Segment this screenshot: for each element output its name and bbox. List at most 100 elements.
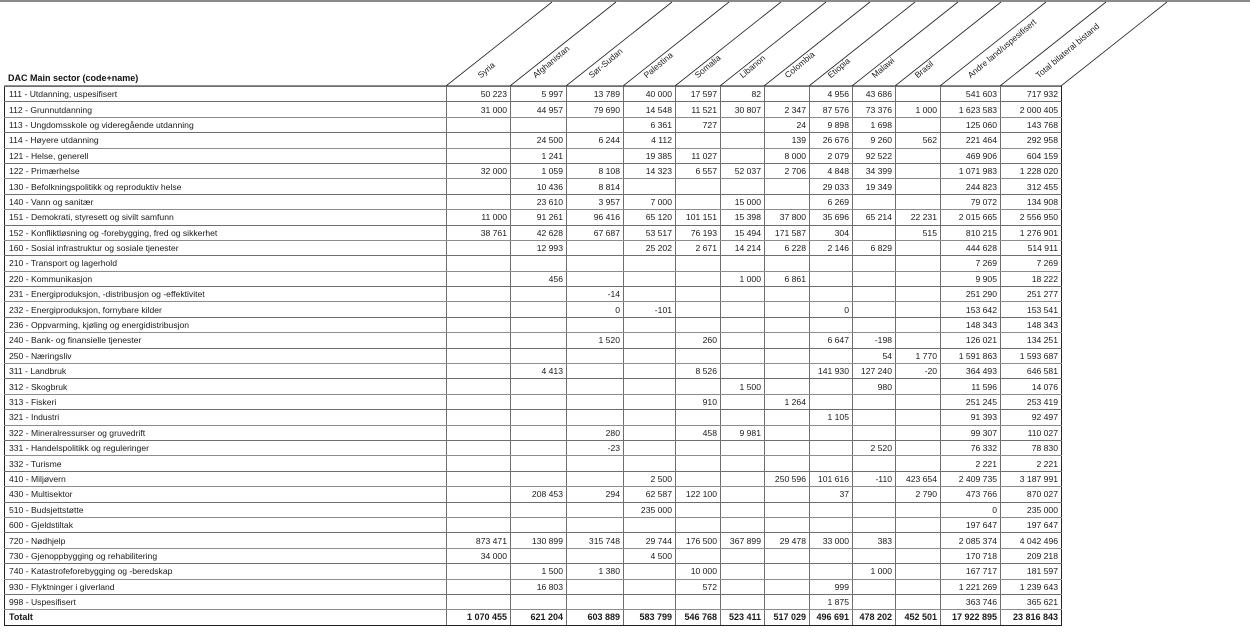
value-cell: 367 899 — [720, 532, 765, 549]
sector-label: 332 - Turisme — [4, 455, 447, 472]
value-cell: 1 000 — [852, 563, 896, 580]
value-cell: 458 — [675, 424, 721, 441]
value-cell: 92 497 — [1000, 409, 1062, 426]
value-cell: 1 591 863 — [940, 347, 1001, 365]
value-cell — [510, 424, 567, 441]
value-cell: 34 399 — [852, 162, 896, 180]
value-cell: 4 956 — [809, 85, 853, 103]
value-cell — [720, 347, 765, 365]
value-cell: 23 610 — [510, 193, 567, 211]
value-cell — [566, 147, 624, 164]
value-cell: 4 500 — [623, 547, 676, 565]
sector-label: 250 - Næringsliv — [4, 347, 447, 365]
value-cell — [675, 470, 721, 488]
value-cell: 1 071 983 — [940, 162, 1001, 180]
value-cell — [675, 270, 721, 288]
value-cell — [720, 255, 765, 272]
value-cell — [809, 501, 853, 518]
value-cell: 1 000 — [720, 270, 765, 288]
value-cell — [675, 178, 721, 195]
value-cell — [720, 363, 765, 380]
sector-label: 111 - Utdanning, uspesifisert — [4, 85, 447, 103]
value-cell: 76 332 — [940, 439, 1001, 457]
value-cell — [446, 486, 511, 503]
value-cell: 1 264 — [764, 393, 810, 411]
value-cell: 365 621 — [1000, 593, 1062, 611]
value-cell: 1 276 901 — [1000, 224, 1062, 241]
value-cell: 515 — [895, 224, 941, 241]
sector-label: 312 - Skogbruk — [4, 378, 447, 395]
value-cell — [446, 270, 511, 288]
total-value-cell: 583 799 — [623, 609, 676, 626]
value-cell: 11 521 — [675, 101, 721, 118]
value-cell — [852, 486, 896, 503]
value-cell — [566, 347, 624, 365]
value-cell: 6 361 — [623, 116, 676, 134]
sector-label: 730 - Gjenoppbygging og rehabilitering — [4, 547, 447, 565]
value-cell — [895, 286, 941, 303]
value-cell — [764, 563, 810, 580]
total-value-cell: 478 202 — [852, 609, 896, 626]
value-cell: 130 899 — [510, 532, 567, 549]
sector-label: 998 - Uspesifisert — [4, 593, 447, 611]
sector-label: 114 - Høyere utdanning — [4, 132, 447, 149]
value-cell: 125 060 — [940, 116, 1001, 134]
value-cell — [852, 393, 896, 411]
sector-label: 740 - Katastrofeforebygging og -beredska… — [4, 563, 447, 580]
value-cell: 469 906 — [940, 147, 1001, 164]
value-cell — [566, 316, 624, 334]
table-row: 930 - Flyktninger i giverland 16 803 572 99… — [4, 578, 1062, 595]
value-cell — [895, 301, 941, 318]
value-cell — [566, 363, 624, 380]
table-row: 250 - Næringsliv 54 1 770 1 591 863 1 593 68… — [4, 347, 1062, 365]
value-cell: 251 277 — [1000, 286, 1062, 303]
value-cell — [566, 593, 624, 611]
value-cell: 19 385 — [623, 147, 676, 164]
value-cell: 292 958 — [1000, 132, 1062, 149]
value-cell — [623, 393, 676, 411]
value-cell — [852, 316, 896, 334]
total-value-cell: 17 922 895 — [940, 609, 1001, 626]
value-cell: 22 231 — [895, 209, 941, 226]
value-cell — [566, 239, 624, 257]
value-cell — [720, 593, 765, 611]
value-cell — [852, 578, 896, 595]
value-cell: 0 — [809, 301, 853, 318]
value-cell: -110 — [852, 470, 896, 488]
value-cell: 26 676 — [809, 132, 853, 149]
value-cell: 9 981 — [720, 424, 765, 441]
value-cell — [510, 347, 567, 365]
table-row: 113 - Ungdomsskole og videregående utdan… — [4, 116, 1062, 134]
value-cell — [764, 516, 810, 534]
value-cell: 33 000 — [809, 532, 853, 549]
value-cell: 153 642 — [940, 301, 1001, 318]
value-cell: 10 000 — [675, 563, 721, 580]
value-cell — [895, 455, 941, 472]
value-cell: 32 000 — [446, 162, 511, 180]
value-cell: 444 628 — [940, 239, 1001, 257]
value-cell: 423 654 — [895, 470, 941, 488]
value-cell: 2 706 — [764, 162, 810, 180]
value-cell — [510, 116, 567, 134]
value-cell — [675, 347, 721, 365]
value-cell: 8 108 — [566, 162, 624, 180]
value-cell — [446, 378, 511, 395]
table-row: 112 - Grunnutdanning 31 000 44 957 79 690 14… — [4, 101, 1062, 118]
sector-label: 322 - Mineralressurser og gruvedrift — [4, 424, 447, 441]
value-cell — [764, 178, 810, 195]
value-cell — [675, 316, 721, 334]
value-cell — [623, 563, 676, 580]
value-cell — [764, 316, 810, 334]
value-cell: 980 — [852, 378, 896, 395]
value-cell: 148 343 — [940, 316, 1001, 334]
value-cell: 52 037 — [720, 162, 765, 180]
value-cell — [623, 516, 676, 534]
value-cell — [623, 424, 676, 441]
value-cell — [510, 255, 567, 272]
value-cell — [809, 378, 853, 395]
value-cell — [510, 455, 567, 472]
value-cell — [623, 316, 676, 334]
value-cell — [623, 255, 676, 272]
value-cell: 2 520 — [852, 439, 896, 457]
value-cell — [852, 301, 896, 318]
